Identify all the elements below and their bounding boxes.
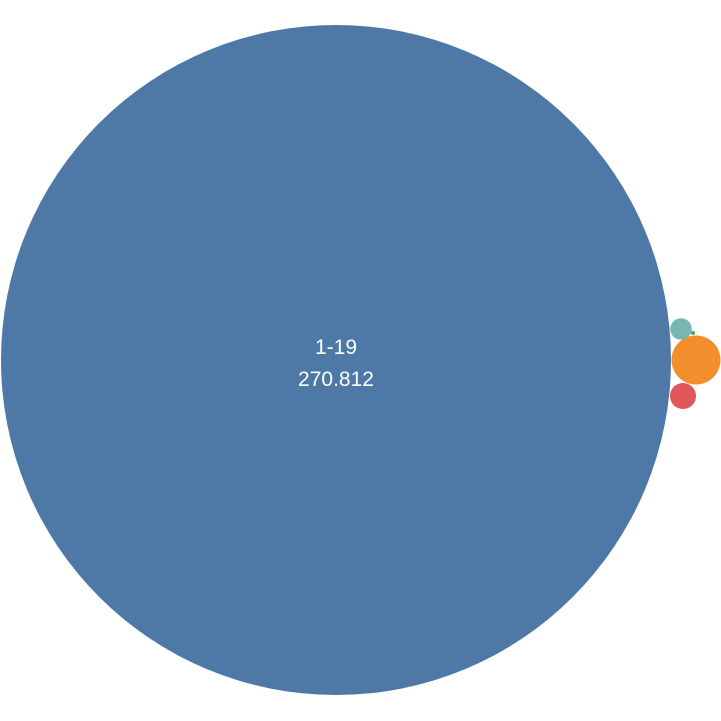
bubble-mark[interactable] <box>670 318 692 340</box>
labels-layer: 1-19 270.812 <box>298 336 374 391</box>
bubble-value-label: 270.812 <box>298 368 374 391</box>
bubbles-layer <box>1 25 721 695</box>
bubble-mark[interactable] <box>671 335 721 385</box>
bubble-mark[interactable] <box>669 382 697 410</box>
bubble-mark[interactable] <box>1 25 671 695</box>
bubble-category-label: 1-19 <box>315 336 357 359</box>
bubble-mark[interactable] <box>690 330 696 336</box>
